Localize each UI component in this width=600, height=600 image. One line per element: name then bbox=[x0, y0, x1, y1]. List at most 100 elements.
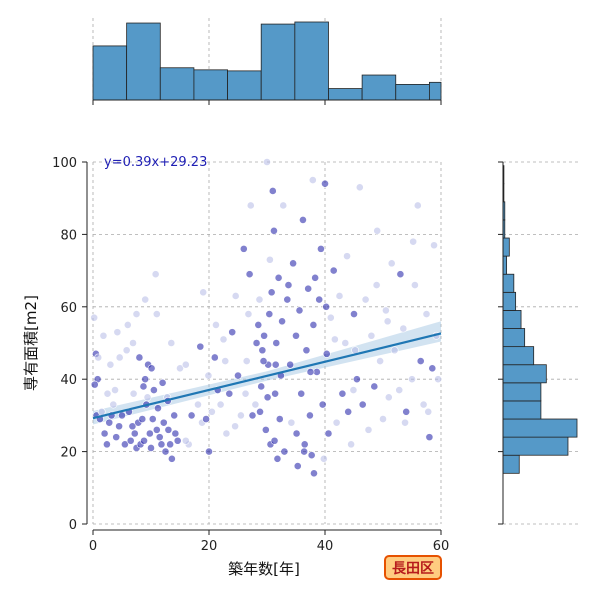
scatter-point bbox=[100, 429, 109, 438]
scatter-point bbox=[370, 382, 379, 391]
scatter-point bbox=[115, 353, 124, 362]
scatter-point bbox=[103, 440, 111, 449]
scatter-point bbox=[97, 407, 106, 416]
scatter-point bbox=[402, 407, 411, 416]
scatter-point bbox=[410, 281, 419, 289]
scatter-point bbox=[272, 339, 281, 347]
scatter-point bbox=[252, 339, 261, 347]
scatter-point bbox=[123, 320, 132, 329]
scatter-point bbox=[258, 346, 267, 355]
scatter-point bbox=[236, 411, 245, 420]
marginal-x-histogram bbox=[92, 18, 442, 105]
scatter-point bbox=[332, 418, 341, 427]
scatter-point bbox=[181, 360, 190, 369]
scatter-point bbox=[364, 425, 373, 434]
scatter-point bbox=[170, 411, 179, 420]
top-hist-bar bbox=[193, 69, 228, 101]
right-hist-bar bbox=[502, 346, 535, 366]
scatter-point bbox=[279, 201, 288, 210]
scatter-point bbox=[167, 339, 176, 347]
scatter-point bbox=[306, 411, 314, 420]
x-tick-labels: 0 20 40 60 bbox=[89, 539, 449, 554]
scatter-point bbox=[90, 380, 99, 389]
scatter-point bbox=[273, 454, 282, 463]
scatter-point bbox=[164, 425, 173, 434]
scatter-point bbox=[352, 375, 361, 384]
scatter-point bbox=[141, 375, 150, 384]
scatter-point bbox=[176, 364, 184, 373]
scatter-point bbox=[130, 429, 139, 438]
scatter-point bbox=[335, 292, 344, 300]
scatter-point bbox=[315, 295, 324, 304]
scatter-point bbox=[241, 389, 250, 398]
scatter-point bbox=[265, 255, 274, 264]
scatter-point bbox=[373, 226, 382, 235]
scatter-point bbox=[434, 375, 442, 384]
scatter-point bbox=[154, 404, 162, 413]
scatter-point bbox=[205, 447, 213, 456]
scatter-point bbox=[321, 179, 329, 188]
scatter-point bbox=[255, 295, 264, 304]
scatter-point bbox=[381, 306, 390, 315]
scatter-point bbox=[166, 440, 175, 449]
scatter-point bbox=[244, 310, 253, 318]
scatter-point bbox=[361, 295, 370, 304]
scatter-point bbox=[317, 244, 325, 253]
scatter-point bbox=[268, 187, 277, 195]
scatter-point bbox=[231, 422, 239, 431]
scatter-point bbox=[355, 183, 364, 192]
y-tick-label: 80 bbox=[60, 228, 77, 243]
x-tick-label: 0 bbox=[89, 539, 97, 554]
scatter-point bbox=[387, 259, 396, 268]
scatter-point bbox=[263, 158, 271, 166]
grid-lines bbox=[92, 161, 442, 525]
scatter-point bbox=[118, 411, 126, 420]
scatter-point bbox=[311, 273, 320, 282]
scatter-point bbox=[171, 429, 180, 438]
scatter-point bbox=[256, 407, 264, 416]
scatter-point bbox=[221, 357, 230, 365]
scatter-point bbox=[280, 447, 289, 456]
top-hist-bar bbox=[92, 45, 128, 101]
right-hist-bar bbox=[502, 436, 569, 456]
scatter-point bbox=[152, 310, 161, 318]
scatter-point bbox=[425, 433, 434, 442]
x-tick-label: 20 bbox=[201, 539, 218, 554]
scatter-point bbox=[283, 295, 292, 304]
marginal-y-histogram bbox=[498, 161, 581, 525]
top-hist-bar bbox=[395, 84, 430, 101]
scatter-point bbox=[422, 310, 431, 318]
scatter-point bbox=[139, 382, 148, 391]
scatter-point bbox=[145, 429, 154, 438]
scatter-point bbox=[413, 201, 422, 210]
scatter-point bbox=[261, 425, 270, 434]
scatter-point bbox=[216, 400, 225, 409]
scatter-point bbox=[390, 346, 399, 355]
scatter-point bbox=[149, 386, 158, 394]
scatter-point bbox=[308, 176, 317, 184]
right-hist-bar bbox=[502, 364, 547, 384]
scatter-point bbox=[302, 346, 311, 355]
scatter-point bbox=[99, 331, 108, 340]
scatter-point bbox=[310, 469, 318, 478]
top-hist-bar bbox=[428, 81, 442, 101]
scatter-point bbox=[259, 357, 268, 365]
scatter-point bbox=[341, 339, 350, 347]
x-tick-label: 40 bbox=[317, 539, 334, 554]
top-hist-bar bbox=[260, 23, 296, 101]
scatter-point bbox=[129, 389, 138, 398]
top-hist-bar bbox=[227, 70, 262, 101]
scatter-point bbox=[94, 353, 103, 362]
scatter-point bbox=[132, 310, 141, 318]
scatter-point bbox=[286, 360, 295, 369]
scatter-point bbox=[297, 389, 306, 398]
scatter-point bbox=[246, 201, 255, 210]
top-hist-bar bbox=[159, 67, 195, 101]
scatter-point bbox=[270, 226, 278, 235]
scatter-point bbox=[143, 393, 152, 402]
scatter-point bbox=[343, 252, 351, 261]
scatter-point bbox=[289, 259, 297, 268]
regression-line-group bbox=[92, 332, 442, 420]
scatter-point bbox=[326, 313, 335, 322]
scatter-point bbox=[225, 389, 234, 398]
